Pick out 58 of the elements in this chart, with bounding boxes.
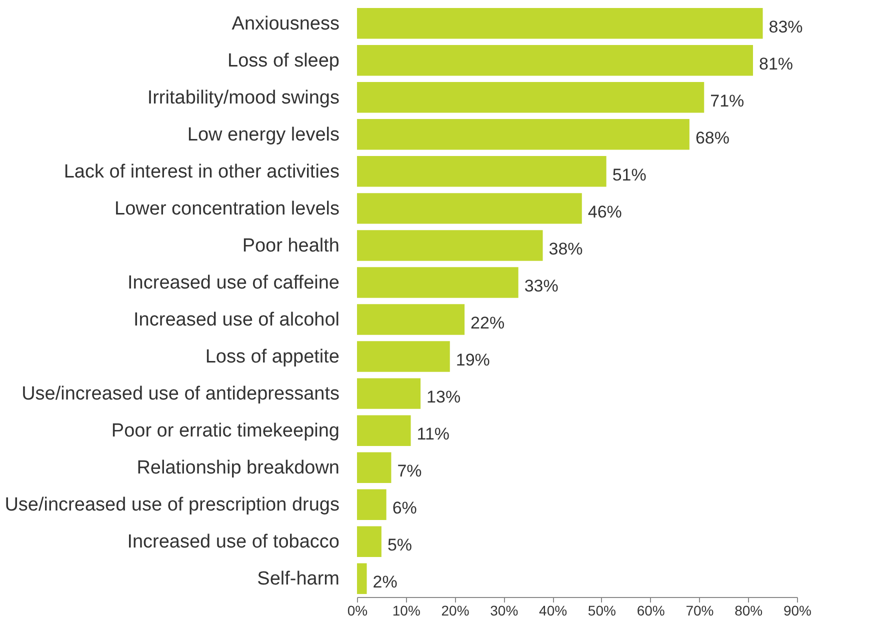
x-tick-label: 50%: [588, 602, 616, 618]
y-tick-label: Increased use of caffeine: [128, 272, 340, 294]
y-tick-label: Loss of appetite: [205, 346, 340, 368]
x-tick-label: 20%: [441, 602, 470, 618]
bar: [357, 156, 606, 187]
data-label: 19%: [456, 350, 490, 370]
x-tick-label: 80%: [734, 602, 763, 618]
y-tick-label: Increased use of alcohol: [134, 310, 340, 331]
bar: [357, 267, 518, 298]
data-label: 6%: [392, 498, 417, 518]
y-tick-label: Self-harm: [257, 568, 340, 590]
data-label: 81%: [759, 54, 794, 74]
x-tick-label: 0%: [347, 602, 368, 618]
bar: [357, 44, 753, 76]
data-label: 13%: [426, 388, 461, 407]
y-tick-label: Use/increased use of antidepressants: [22, 384, 340, 405]
bar: [357, 452, 392, 483]
y-tick-label: Poor or erratic timekeeping: [111, 420, 340, 442]
x-tick-label: 60%: [636, 602, 665, 618]
bar: [357, 8, 763, 39]
x-tick-label: 70%: [686, 602, 714, 618]
bar: [357, 193, 582, 224]
data-label: 83%: [768, 17, 803, 36]
y-tick-label: Relationship breakdown: [136, 458, 340, 479]
bar: [357, 415, 411, 446]
y-tick-label: Low energy levels: [187, 124, 340, 146]
y-tick-label: Lack of interest in other activities: [64, 161, 340, 182]
y-tick-label: Poor health: [242, 235, 340, 256]
x-tick-label: 30%: [490, 602, 518, 618]
bar: [357, 341, 450, 372]
y-tick-label: Anxiousness: [232, 13, 340, 34]
bar: [357, 563, 367, 594]
data-label: 22%: [470, 314, 505, 333]
x-tick-label: 90%: [783, 602, 812, 618]
y-tick-label: Use/increased use of prescription drugs: [4, 494, 340, 516]
data-label: 2%: [372, 572, 398, 592]
y-tick-label: Increased use of tobacco: [127, 532, 340, 553]
data-label: 38%: [548, 239, 583, 258]
data-label: 68%: [695, 128, 730, 148]
bar: [357, 489, 386, 520]
bar: [357, 230, 543, 261]
y-tick-label: Lower concentration levels: [114, 198, 340, 220]
bar: [357, 119, 690, 150]
data-label: 7%: [397, 462, 422, 481]
data-label: 51%: [612, 165, 646, 184]
x-tick-label: 40%: [539, 602, 568, 618]
data-label: 5%: [387, 536, 412, 555]
x-tick-label: 10%: [392, 602, 420, 618]
y-tick-label: Loss of sleep: [228, 50, 340, 72]
data-label: 46%: [588, 202, 622, 222]
bar: [357, 82, 704, 113]
bar: [357, 378, 421, 409]
y-tick-label: Irritability/mood swings: [147, 87, 340, 108]
data-label: 11%: [416, 424, 450, 444]
data-label: 71%: [710, 91, 744, 110]
bar: [357, 304, 465, 335]
data-label: 33%: [524, 276, 558, 296]
bar: [357, 526, 382, 558]
